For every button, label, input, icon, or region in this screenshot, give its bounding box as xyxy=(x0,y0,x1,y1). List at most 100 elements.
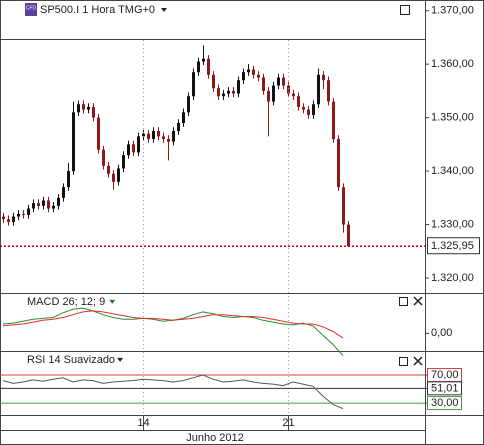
y-tick-label: 1.370,00 xyxy=(431,5,474,17)
candle-body xyxy=(112,173,115,182)
candle-body xyxy=(162,136,165,140)
x-tick-label: 21 xyxy=(282,417,294,429)
candle-body xyxy=(7,219,10,222)
candle-body xyxy=(187,96,190,113)
candle-body xyxy=(12,216,15,222)
indicator-title[interactable]: RSI 14 Suavizado xyxy=(27,354,115,366)
candle-body xyxy=(262,77,265,91)
candle-body xyxy=(97,117,100,150)
close-button[interactable] xyxy=(413,356,423,366)
candle-body xyxy=(72,112,75,172)
candle-body xyxy=(102,149,105,166)
candle-body xyxy=(332,101,335,140)
candle-body xyxy=(237,80,240,94)
candle-body xyxy=(142,133,145,137)
candle-body xyxy=(107,165,110,174)
y-tick-label: 1.350,00 xyxy=(431,112,474,124)
candle-body xyxy=(232,90,235,94)
candle-body xyxy=(182,112,185,123)
maximize-button[interactable] xyxy=(399,357,408,366)
y-tick-label: 51,01 xyxy=(431,382,459,394)
candle-body xyxy=(247,69,250,73)
candle-body xyxy=(337,139,340,188)
candle-body xyxy=(132,144,135,153)
candle-body xyxy=(327,80,330,102)
candle-body xyxy=(312,104,315,115)
candle-body xyxy=(167,139,170,142)
candle-body xyxy=(207,58,210,75)
candle-body xyxy=(217,88,220,97)
chart-title[interactable]: SP500.I 1 Hora TMG+0 xyxy=(40,4,155,16)
candle-body xyxy=(17,213,20,217)
level-label-box xyxy=(427,381,462,396)
x-axis-label: Junho 2012 xyxy=(186,432,244,444)
candle-body xyxy=(57,197,60,206)
candle-body xyxy=(92,106,95,118)
maximize-button[interactable] xyxy=(399,297,408,306)
candle-body xyxy=(227,90,230,94)
last-price-label: 1.325,95 xyxy=(431,240,474,252)
candle-body xyxy=(202,58,205,62)
candle-body xyxy=(257,74,260,78)
candle-body xyxy=(42,200,45,206)
candle-body xyxy=(127,144,130,156)
indicator-line xyxy=(2,310,344,339)
y-tick-label: 1.360,00 xyxy=(431,58,474,70)
candle-body xyxy=(192,72,195,97)
candle-body xyxy=(212,74,215,89)
x-tick-label: 14 xyxy=(137,417,149,429)
level-label-box xyxy=(427,396,462,411)
candle-body xyxy=(47,200,50,209)
indicator-line xyxy=(2,374,344,410)
y-tick-label: 70,00 xyxy=(431,369,459,381)
y-tick-label: 0,00 xyxy=(431,327,452,339)
candle-body xyxy=(157,130,160,137)
candle-body xyxy=(297,96,300,107)
candle-body xyxy=(302,106,305,110)
candle-body xyxy=(177,122,180,131)
candle-body xyxy=(117,168,120,182)
candle-body xyxy=(137,136,140,153)
maximize-button[interactable] xyxy=(400,5,410,15)
candle-body xyxy=(287,85,290,94)
candle-body xyxy=(252,69,255,75)
candle-body xyxy=(342,187,345,225)
dropdown-arrow[interactable] xyxy=(109,299,116,304)
candle-body xyxy=(52,205,55,209)
dropdown-arrow[interactable] xyxy=(117,357,124,362)
candle-body xyxy=(347,224,350,247)
indicator-title[interactable]: MACD 26; 12; 9 xyxy=(27,296,105,308)
candle-body xyxy=(222,93,225,97)
candle-body xyxy=(317,74,320,105)
y-tick-label: 1.340,00 xyxy=(431,165,474,177)
candle-body xyxy=(27,208,30,215)
candle-body xyxy=(282,77,285,86)
candle-body xyxy=(122,155,125,169)
y-tick-label: 1.320,00 xyxy=(431,272,474,284)
dropdown-arrow[interactable] xyxy=(161,8,167,12)
candle-body xyxy=(37,203,40,206)
candle-body xyxy=(292,93,295,97)
candle-body xyxy=(147,133,150,140)
candle-body xyxy=(67,171,70,188)
candle-body xyxy=(322,74,325,81)
candle-body xyxy=(197,61,200,73)
symbol-icon[interactable] xyxy=(25,3,37,16)
candle-body xyxy=(82,104,85,110)
candle-body xyxy=(272,85,275,102)
candle-body xyxy=(172,130,175,142)
candle-body xyxy=(77,104,80,113)
candle-body xyxy=(22,213,25,215)
candle-body xyxy=(32,203,35,209)
candle-body xyxy=(267,90,270,102)
close-button[interactable] xyxy=(413,296,423,306)
last-price-box xyxy=(427,237,480,255)
symbol-icon-text: CFD xyxy=(26,5,37,11)
candle-body xyxy=(62,187,65,198)
candle-body xyxy=(1,216,5,220)
y-tick-label: 1.330,00 xyxy=(431,218,474,230)
candle-body xyxy=(277,77,280,86)
candle-body xyxy=(152,130,155,140)
